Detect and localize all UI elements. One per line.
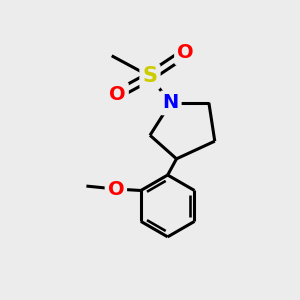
Text: O: O	[108, 179, 124, 199]
Text: O: O	[109, 85, 126, 104]
Text: N: N	[163, 93, 179, 112]
Text: S: S	[142, 66, 158, 86]
Text: O: O	[177, 43, 194, 62]
